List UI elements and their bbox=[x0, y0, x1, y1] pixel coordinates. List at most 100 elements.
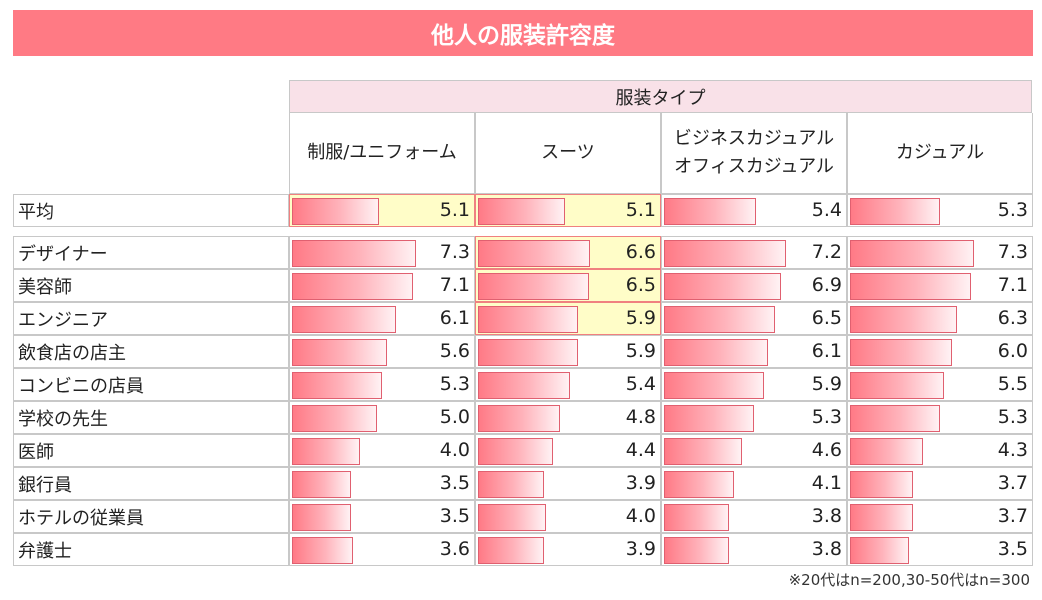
value-bar bbox=[664, 405, 754, 432]
value-bar bbox=[478, 537, 544, 564]
value-bar bbox=[850, 273, 971, 300]
value-bar bbox=[664, 537, 729, 564]
value-bar bbox=[292, 471, 351, 498]
value-label: 5.1 bbox=[439, 199, 470, 221]
column-header-2: スーツ bbox=[475, 113, 661, 194]
row-label: 弁護士 bbox=[13, 533, 289, 566]
data-cell: 7.3 bbox=[847, 236, 1033, 269]
value-bar bbox=[478, 504, 546, 531]
column-header-1: 制服/ユニフォーム bbox=[289, 113, 475, 194]
value-bar bbox=[850, 240, 974, 267]
value-bar bbox=[664, 273, 781, 300]
data-cell: 5.9 bbox=[475, 335, 661, 368]
value-label: 3.9 bbox=[625, 472, 656, 494]
data-cell: 5.6 bbox=[289, 335, 475, 368]
value-label: 4.8 bbox=[625, 406, 656, 428]
value-label: 4.0 bbox=[439, 439, 470, 461]
value-bar bbox=[292, 198, 379, 225]
value-bar bbox=[292, 240, 416, 267]
value-bar bbox=[478, 405, 560, 432]
data-cell: 4.4 bbox=[475, 434, 661, 467]
value-label: 3.6 bbox=[439, 538, 470, 560]
value-bar bbox=[478, 306, 578, 333]
value-bar bbox=[664, 438, 742, 465]
data-cell: 5.1 bbox=[475, 194, 661, 227]
value-bar bbox=[292, 306, 396, 333]
row-label: 学校の先生 bbox=[13, 401, 289, 434]
value-bar bbox=[664, 306, 775, 333]
value-label: 3.5 bbox=[439, 472, 470, 494]
value-label: 5.9 bbox=[625, 340, 656, 362]
data-cell: 4.3 bbox=[847, 434, 1033, 467]
value-label: 3.5 bbox=[997, 538, 1028, 560]
value-bar bbox=[478, 438, 553, 465]
row-label: 平均 bbox=[13, 194, 289, 227]
value-label: 7.3 bbox=[439, 241, 470, 263]
row-label: 医師 bbox=[13, 434, 289, 467]
value-bar bbox=[850, 339, 952, 366]
value-bar bbox=[292, 339, 387, 366]
chart-title: 他人の服装許容度 bbox=[13, 10, 1033, 56]
value-bar bbox=[292, 372, 382, 399]
value-label: 6.5 bbox=[625, 274, 656, 296]
row-label: コンビニの店員 bbox=[13, 368, 289, 401]
value-bar bbox=[850, 306, 957, 333]
value-label: 4.0 bbox=[625, 505, 656, 527]
data-cell: 6.9 bbox=[661, 269, 847, 302]
value-label: 5.3 bbox=[997, 199, 1028, 221]
row-label: デザイナー bbox=[13, 236, 289, 269]
data-cell: 3.5 bbox=[289, 500, 475, 533]
data-cell: 3.5 bbox=[289, 467, 475, 500]
value-bar bbox=[850, 537, 909, 564]
value-bar bbox=[292, 438, 360, 465]
value-bar bbox=[850, 405, 940, 432]
value-label: 4.3 bbox=[997, 439, 1028, 461]
value-bar bbox=[478, 339, 578, 366]
value-label: 7.3 bbox=[997, 241, 1028, 263]
value-bar bbox=[664, 372, 764, 399]
value-bar bbox=[664, 504, 729, 531]
footnote: ※20代はn=200,30-50代はn=300 bbox=[788, 571, 1030, 589]
value-bar bbox=[664, 198, 756, 225]
value-label: 5.4 bbox=[811, 199, 842, 221]
value-label: 5.9 bbox=[625, 307, 656, 329]
data-cell: 5.9 bbox=[475, 302, 661, 335]
value-bar bbox=[292, 504, 351, 531]
value-label: 6.9 bbox=[811, 274, 842, 296]
value-bar bbox=[850, 504, 913, 531]
value-bar bbox=[850, 438, 923, 465]
value-bar bbox=[292, 273, 413, 300]
value-bar bbox=[292, 405, 377, 432]
data-cell: 6.3 bbox=[847, 302, 1033, 335]
data-cell: 5.4 bbox=[661, 194, 847, 227]
value-bar bbox=[478, 240, 590, 267]
data-cell: 7.3 bbox=[289, 236, 475, 269]
data-cell: 5.3 bbox=[847, 401, 1033, 434]
row-label: エンジニア bbox=[13, 302, 289, 335]
data-cell: 4.6 bbox=[661, 434, 847, 467]
value-label: 7.1 bbox=[439, 274, 470, 296]
data-cell: 5.0 bbox=[289, 401, 475, 434]
value-label: 5.4 bbox=[625, 373, 656, 395]
data-cell: 4.1 bbox=[661, 467, 847, 500]
value-label: 3.7 bbox=[997, 505, 1028, 527]
value-label: 5.0 bbox=[439, 406, 470, 428]
data-cell: 3.7 bbox=[847, 467, 1033, 500]
value-label: 4.6 bbox=[811, 439, 842, 461]
data-cell: 6.0 bbox=[847, 335, 1033, 368]
value-bar bbox=[850, 198, 940, 225]
data-cell: 3.9 bbox=[475, 467, 661, 500]
data-cell: 5.3 bbox=[289, 368, 475, 401]
value-bar bbox=[292, 537, 353, 564]
value-label: 5.1 bbox=[625, 199, 656, 221]
value-bar bbox=[664, 471, 734, 498]
data-cell: 6.6 bbox=[475, 236, 661, 269]
value-label: 6.1 bbox=[811, 340, 842, 362]
data-cell: 4.8 bbox=[475, 401, 661, 434]
value-bar bbox=[664, 339, 768, 366]
value-label: 6.1 bbox=[439, 307, 470, 329]
value-label: 4.1 bbox=[811, 472, 842, 494]
value-label: 3.8 bbox=[811, 505, 842, 527]
value-bar bbox=[478, 471, 544, 498]
data-cell: 3.8 bbox=[661, 533, 847, 566]
